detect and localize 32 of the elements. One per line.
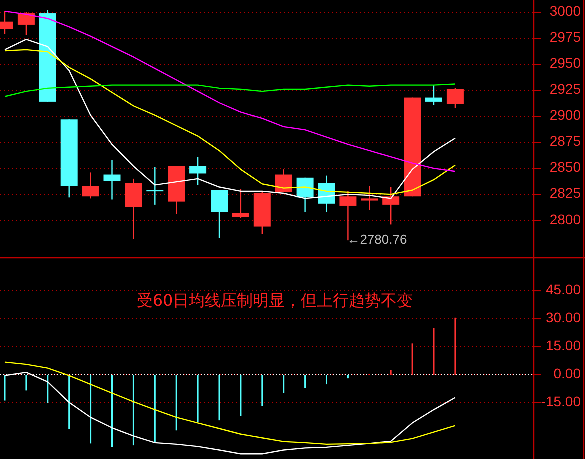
candlestick [104,160,121,200]
y-tick-label: 2925 [550,81,582,98]
line-series [4,362,456,446]
candlestick [18,12,35,36]
candlestick [361,186,378,211]
line-series [4,84,456,98]
annotation: ←2780.76 [347,232,408,247]
y-tick-label: 15.00 [546,338,582,354]
y-tick-label: 3000 [550,3,582,20]
y-tick-label: 2850 [550,159,582,176]
candlestick [426,84,442,106]
candlestick [382,186,400,226]
y-tick-label: 2950 [550,55,582,72]
candlestick [82,172,100,200]
candlestick [211,190,228,239]
y-tick-label: 2825 [550,185,582,202]
y-tick-label: -15.00 [541,394,582,410]
y-tick-label: 2875 [550,133,582,150]
y-tick-label: 2900 [550,107,582,124]
y-tick-label: 2800 [550,211,582,228]
y-tick-label: 45.00 [546,282,582,298]
y-tick-label: 30.00 [546,310,582,326]
y-tick-label: 2975 [550,29,582,46]
candlestick [296,177,314,213]
line-series [4,10,456,172]
candlestick [232,188,250,220]
candlestick [125,178,142,240]
candlestick [275,168,292,194]
y-tick-label: 0.00 [554,366,582,382]
candlestick [446,88,464,109]
annotation: 受60日均线压制明显，但上行趋势不变 [136,291,414,310]
candlestick [190,156,207,186]
